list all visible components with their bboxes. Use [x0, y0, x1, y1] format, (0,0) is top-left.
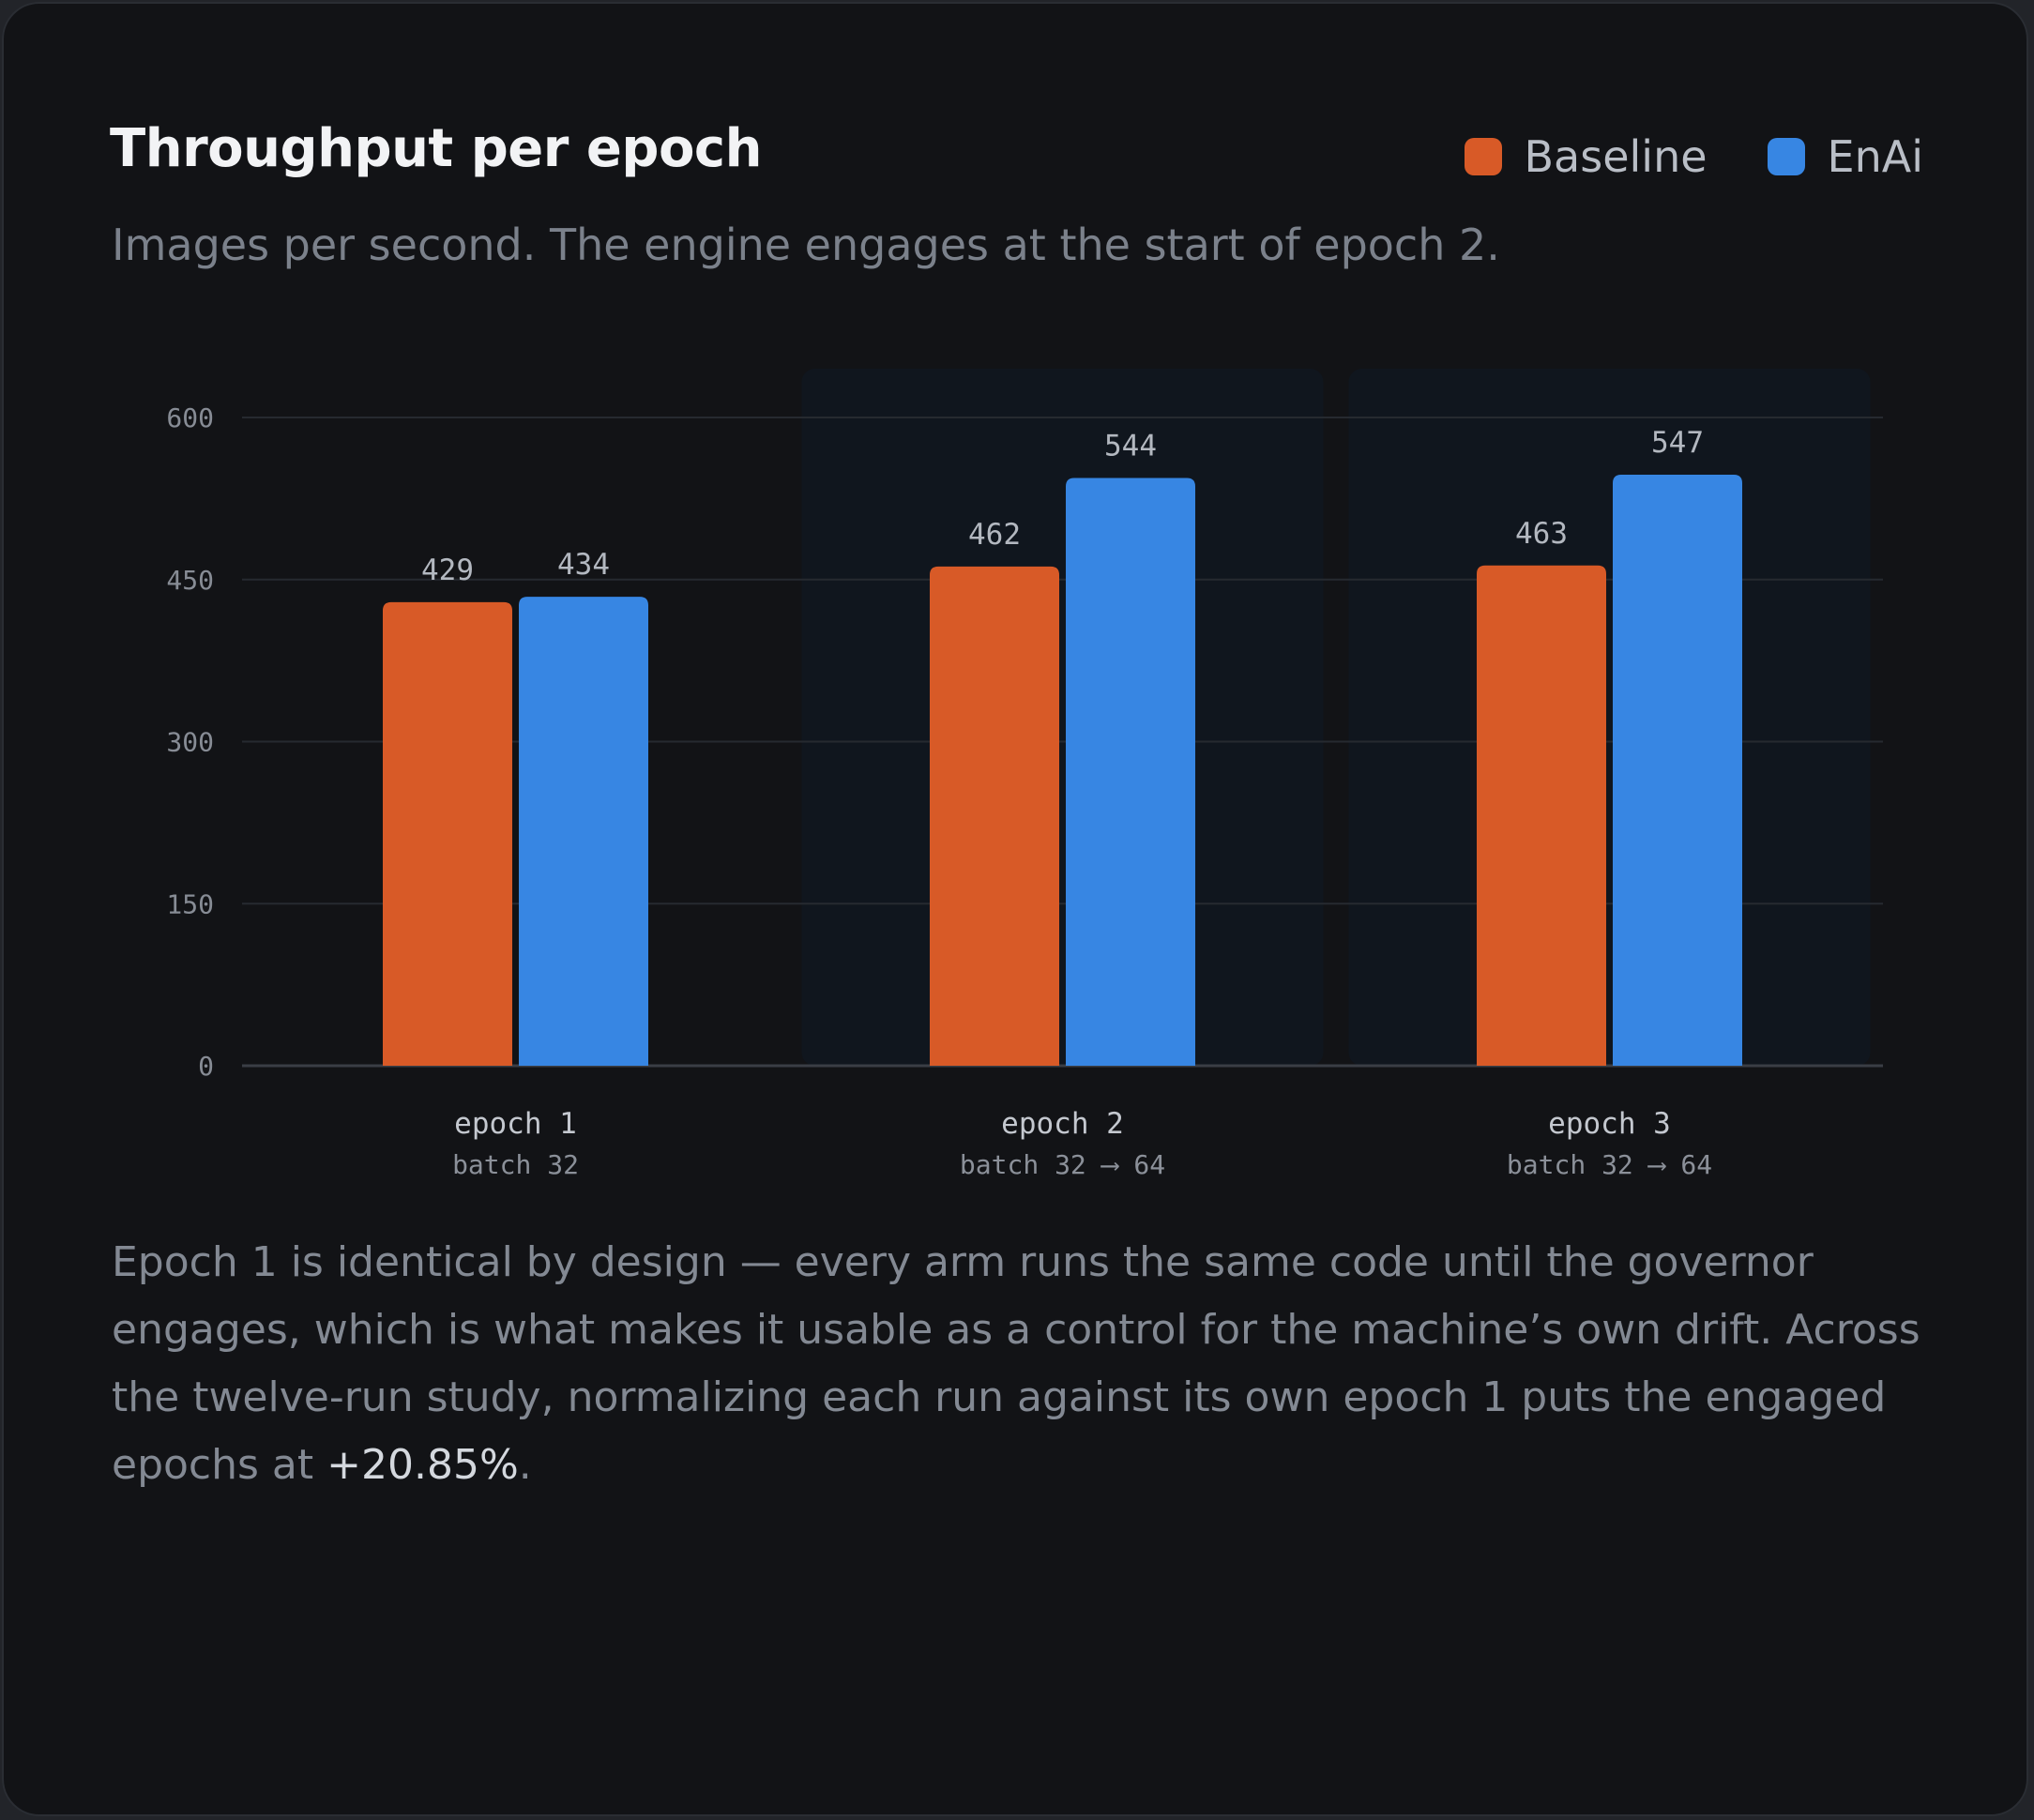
bar-enai-epoch-2 [1066, 478, 1195, 1066]
y-tick-label-0: 0 [198, 1051, 214, 1082]
value-label-baseline-epoch-2: 462 [968, 518, 1021, 552]
bar-baseline-epoch-3 [1477, 565, 1606, 1066]
x-tick-sublabel-epoch-3: batch 32 ⟶ 64 [1507, 1149, 1712, 1180]
x-tick-sublabel-epoch-1: batch 32 [452, 1149, 579, 1180]
value-label-baseline-epoch-3: 463 [1515, 517, 1568, 551]
bar-baseline-epoch-2 [930, 566, 1059, 1066]
y-tick-label-600: 600 [166, 402, 214, 433]
engaged-band-2 [801, 369, 1324, 1066]
y-tick-label-450: 450 [166, 565, 214, 596]
value-label-enai-epoch-2: 544 [1104, 429, 1157, 463]
value-label-enai-epoch-1: 434 [557, 548, 610, 582]
value-label-enai-epoch-3: 547 [1651, 426, 1704, 460]
note-text-end: . [518, 1441, 532, 1489]
x-tick-label-epoch-1: epoch 1 [454, 1107, 577, 1141]
legend-label-enai: EnAi [1827, 131, 1923, 182]
legend-swatch-enai [1767, 138, 1805, 175]
chart-title: Throughput per epoch [110, 118, 762, 179]
bar-chart: 0 150 300 450 600 429 434 epoch 1 batch 32 462 544… [166, 369, 1883, 1180]
note-highlight-value: +20.85% [326, 1441, 519, 1489]
legend-item-baseline: Baseline [1464, 131, 1708, 182]
y-tick-label-150: 150 [166, 888, 214, 919]
y-tick-label-300: 300 [166, 727, 214, 758]
legend-label-baseline: Baseline [1524, 131, 1708, 182]
x-tick-sublabel-epoch-2: batch 32 ⟶ 64 [960, 1149, 1165, 1180]
x-tick-label-epoch-2: epoch 2 [1001, 1107, 1124, 1141]
bar-enai-epoch-3 [1613, 475, 1742, 1066]
bar-baseline-epoch-1 [383, 601, 512, 1066]
engaged-band-3 [1348, 369, 1871, 1066]
value-label-baseline-epoch-1: 429 [421, 554, 474, 587]
chart-legend: Baseline EnAi [1404, 131, 1923, 182]
chart-subtitle: Images per second. The engine engages at… [112, 220, 1500, 270]
legend-item-enai: EnAi [1767, 131, 1923, 182]
bar-enai-epoch-1 [519, 597, 648, 1066]
legend-swatch-baseline [1464, 138, 1502, 175]
note-text: Epoch 1 is identical by design — every a… [112, 1238, 1920, 1489]
x-tick-label-epoch-3: epoch 3 [1548, 1107, 1671, 1141]
chart-note: Epoch 1 is identical by design — every a… [112, 1229, 1941, 1499]
